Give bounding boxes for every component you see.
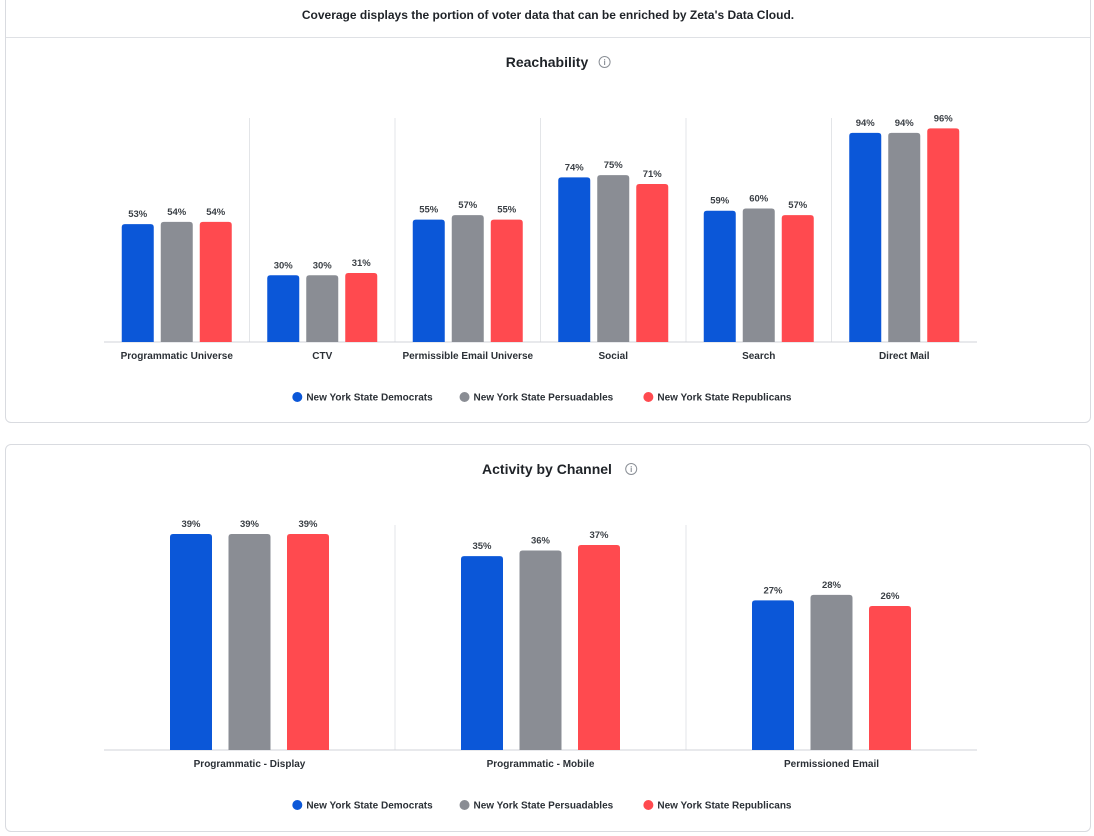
bar[interactable] — [519, 550, 562, 750]
category-label: Social — [599, 351, 629, 362]
data-label: 39% — [181, 519, 201, 530]
data-label: 30% — [274, 260, 294, 271]
svg-text:i: i — [630, 465, 632, 474]
bar[interactable] — [752, 600, 794, 750]
legend-label: New York State Republicans — [657, 801, 792, 812]
category-label: Direct Mail — [879, 351, 930, 362]
data-label: 60% — [749, 194, 769, 205]
data-label: 55% — [497, 205, 517, 216]
bar[interactable] — [451, 215, 484, 342]
legend-swatch — [643, 800, 654, 810]
legend-label: New York State Democrats — [306, 801, 433, 812]
data-label: 55% — [419, 205, 439, 216]
category-label: Permissioned Email — [784, 759, 879, 770]
bar[interactable] — [810, 594, 853, 750]
data-label: 53% — [128, 209, 148, 220]
data-label: 26% — [880, 591, 900, 602]
bar[interactable] — [345, 273, 378, 342]
data-label: 54% — [167, 207, 187, 218]
bar[interactable] — [490, 219, 523, 342]
legend-item[interactable]: New York State Republicans — [643, 800, 792, 812]
data-label: 37% — [589, 530, 609, 541]
category-label: Programmatic Universe — [121, 351, 234, 362]
chart-1: Activity by Channel i 39% 39% 39% Programmati… — [104, 461, 977, 812]
legend-label: New York State Republicans — [657, 393, 792, 404]
data-label: 57% — [458, 200, 478, 211]
svg-text:i: i — [603, 58, 605, 67]
chart-title: Activity by Channel — [482, 461, 612, 477]
data-label: 54% — [206, 207, 226, 218]
info-icon[interactable]: i — [625, 463, 638, 475]
card-divider — [6, 37, 1090, 38]
data-label: 39% — [298, 519, 318, 530]
legend-swatch — [459, 800, 470, 810]
legend-item[interactable]: New York State Persuadables — [459, 800, 614, 812]
data-label: 36% — [531, 536, 551, 547]
data-label: 30% — [313, 260, 333, 271]
data-label: 96% — [934, 113, 954, 124]
legend-label: New York State Democrats — [306, 393, 433, 404]
coverage-description: Coverage displays the portion of voter d… — [301, 8, 795, 22]
data-label: 94% — [895, 118, 915, 129]
bar[interactable] — [199, 221, 232, 342]
data-label: 39% — [240, 519, 260, 530]
bar[interactable] — [412, 219, 445, 342]
legend-swatch — [459, 392, 470, 402]
bar[interactable] — [267, 275, 300, 342]
data-label: 75% — [604, 160, 624, 171]
bar[interactable] — [888, 132, 921, 342]
chart-title: Reachability — [506, 54, 589, 70]
category-label: Programmatic - Display — [194, 759, 306, 770]
legend-item[interactable]: New York State Democrats — [292, 392, 433, 404]
legend-label: New York State Persuadables — [474, 393, 614, 404]
bar[interactable] — [558, 177, 591, 342]
data-label: 28% — [822, 580, 842, 591]
legend-item[interactable]: New York State Republicans — [643, 392, 792, 404]
data-label: 31% — [352, 258, 372, 269]
bar[interactable] — [578, 545, 620, 750]
bar[interactable] — [121, 224, 154, 342]
legend-item[interactable]: New York State Democrats — [292, 800, 433, 812]
bar[interactable] — [636, 184, 669, 342]
category-label: Programmatic - Mobile — [487, 759, 595, 770]
legend-swatch — [292, 800, 303, 810]
data-label: 74% — [565, 162, 585, 173]
bar[interactable] — [228, 533, 271, 750]
category-label: Search — [742, 351, 775, 362]
chart-0: Reachability i 53% 54% 54% Programmatic Unive… — [104, 54, 977, 404]
category-label: CTV — [312, 351, 332, 362]
legend-swatch — [643, 392, 654, 402]
legend-swatch — [292, 392, 303, 402]
info-icon[interactable]: i — [598, 56, 611, 68]
bar[interactable] — [869, 605, 911, 750]
data-label: 27% — [763, 585, 783, 596]
data-label: 57% — [788, 200, 808, 211]
bar[interactable] — [742, 208, 775, 343]
bar[interactable] — [703, 210, 736, 342]
data-label: 59% — [710, 196, 730, 207]
bar[interactable] — [287, 533, 329, 750]
bar[interactable] — [170, 533, 212, 750]
data-label: 94% — [856, 118, 876, 129]
legend-label: New York State Persuadables — [474, 801, 614, 812]
legend-item[interactable]: New York State Persuadables — [459, 392, 614, 404]
data-label: 35% — [472, 541, 492, 552]
bar[interactable] — [597, 175, 630, 342]
data-label: 71% — [643, 169, 663, 180]
bar[interactable] — [160, 221, 193, 342]
bar[interactable] — [306, 275, 339, 342]
category-label: Permissible Email Universe — [402, 351, 533, 362]
bar[interactable] — [927, 128, 960, 342]
bar[interactable] — [461, 556, 503, 750]
bar[interactable] — [781, 215, 814, 342]
bar[interactable] — [849, 132, 882, 342]
